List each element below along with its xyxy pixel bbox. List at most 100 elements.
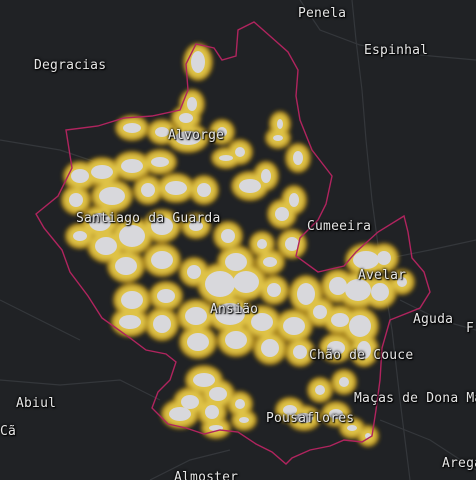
heat-blob-core	[283, 405, 297, 415]
heat-blob-core	[327, 341, 345, 355]
heat-blob-core	[371, 283, 389, 301]
heat-blob-core	[205, 405, 219, 419]
place-label-abiul: Abiul	[16, 396, 57, 411]
heat-blob-core	[345, 279, 371, 301]
heat-blob-core	[185, 307, 207, 325]
place-label-penela: Penela	[298, 6, 347, 21]
heat-blob-core	[191, 51, 205, 73]
place-label-santiago-da-guarda: Santiago da Guarda	[76, 211, 221, 226]
heat-blob-core	[297, 283, 315, 305]
heat-blob-core	[329, 277, 347, 295]
heat-blob-core	[267, 283, 281, 297]
heat-blob-core	[275, 207, 289, 221]
heat-blob-core	[315, 385, 325, 395]
heat-blob-core	[273, 135, 283, 141]
heat-blob-core	[377, 251, 391, 265]
place-label-alvorge: Alvorge	[168, 128, 225, 143]
heat-blob-core	[119, 315, 141, 329]
heat-blob-core	[219, 155, 233, 161]
heat-blob-core	[263, 257, 277, 267]
heat-blob-core	[187, 333, 209, 351]
heat-blob-core	[261, 339, 279, 357]
place-label-espinhal: Espinhal	[364, 43, 429, 58]
heat-blob-core	[151, 157, 169, 167]
heat-blob-core	[121, 159, 143, 173]
heat-blob-core	[187, 97, 197, 111]
heat-blob-core	[165, 181, 187, 195]
density-heat-layer	[61, 43, 415, 447]
heat-blob-core	[123, 123, 141, 133]
place-label-degracias: Degracias	[34, 58, 107, 73]
heat-blob-core	[187, 265, 201, 279]
place-label-pousaflores: Pousaflores	[266, 411, 355, 426]
place-label-arega: Arega	[442, 456, 476, 471]
place-label-ca: Cã	[0, 424, 17, 439]
heat-blob-core	[155, 127, 169, 137]
heat-blob-core	[189, 221, 203, 231]
heat-blob-core	[141, 183, 155, 197]
heat-blob-core	[181, 395, 199, 409]
heat-blob-core	[257, 239, 267, 249]
heat-blob-core	[151, 251, 173, 269]
heat-blob-core	[217, 127, 227, 137]
heat-blob-core	[169, 407, 191, 421]
place-label-avelar: Avelar	[358, 268, 407, 283]
heat-blob-core	[239, 417, 249, 423]
heat-blob-core	[357, 341, 371, 359]
heat-blob-core	[179, 113, 193, 123]
heat-blob-core	[339, 377, 349, 387]
heat-blob-core	[115, 257, 137, 275]
heat-blob-core	[289, 193, 299, 207]
heat-blob-core	[71, 169, 89, 183]
heat-blob-core	[353, 251, 379, 269]
heat-blob-core	[91, 165, 113, 179]
place-label-aguda: Aguda	[413, 312, 454, 327]
heat-blob-core	[285, 237, 299, 251]
heat-blob-core	[397, 277, 407, 287]
heat-blob-core	[157, 289, 175, 303]
heat-blob-core	[233, 271, 259, 293]
heat-blob-core	[153, 315, 171, 333]
heat-blob-core	[235, 147, 245, 157]
heat-blob-core	[221, 229, 235, 243]
heat-blob-core	[95, 237, 117, 255]
heat-blob-core	[261, 169, 271, 183]
heat-blob-core	[89, 213, 111, 231]
heat-blob-core	[347, 425, 357, 431]
place-label-ansiao: Ansião	[210, 302, 259, 317]
heat-blob-core	[277, 119, 283, 129]
municipality-boundary	[35, 21, 431, 465]
heat-blob-core	[239, 179, 261, 193]
heat-blob-core	[293, 345, 307, 359]
heat-blob-core	[151, 217, 173, 235]
place-label-f-edge: F	[466, 321, 475, 336]
place-label-macas-de-dona-maria: Maças de Dona Ma	[354, 391, 476, 406]
place-label-almoster: Almoster	[174, 470, 239, 480]
heat-blob-core	[295, 413, 313, 423]
place-label-chao-de-couce: Chão de Couce	[309, 348, 414, 363]
heat-blob-core	[205, 271, 235, 297]
heat-blob-core	[349, 315, 371, 337]
heat-blob-core	[225, 331, 247, 349]
heat-blob-core	[313, 305, 327, 319]
heat-blob-core	[215, 303, 245, 325]
heat-blob-core	[99, 187, 125, 205]
heat-blob-core	[69, 193, 83, 207]
heat-blob-core	[251, 313, 273, 331]
heat-blob-core	[331, 313, 349, 327]
heat-blob-core	[193, 373, 215, 387]
heat-blob-core	[121, 291, 143, 309]
heat-blob-core	[175, 131, 201, 145]
heat-blob-core	[197, 183, 211, 197]
heat-blob-core	[283, 317, 305, 335]
heat-blob-core	[73, 231, 87, 241]
heat-blob-core	[329, 409, 343, 419]
heat-blob-core	[209, 387, 227, 401]
heat-blob-core	[225, 253, 247, 271]
heat-blob-core	[119, 225, 145, 247]
heat-blob-core	[293, 151, 303, 165]
heat-blob-core	[235, 399, 245, 409]
place-label-cumeeira: Cumeeira	[307, 219, 372, 234]
